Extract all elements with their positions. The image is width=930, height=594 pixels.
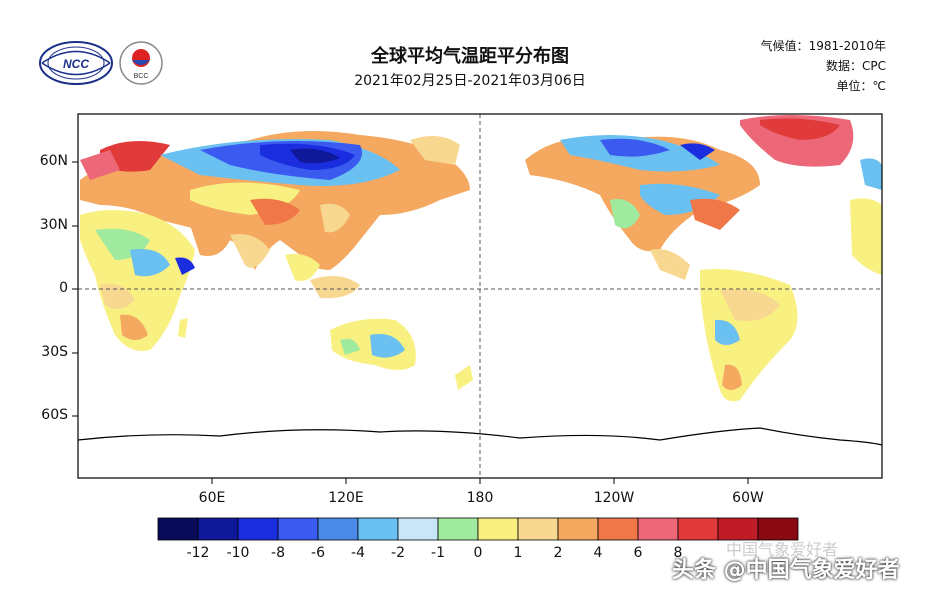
x-ticks xyxy=(211,478,749,484)
colorbar-label: 0 xyxy=(473,545,483,561)
map-meta: 气候值：1981-2010年 数据：CPC 单位：℃ xyxy=(761,36,886,96)
bcc-logo-text: BCC xyxy=(134,73,149,80)
y-tick-label: 60N xyxy=(39,153,68,169)
colorbar-swatch xyxy=(437,517,479,541)
colorbar-label: 8 xyxy=(673,545,683,561)
bcc-logo-icon: BCC xyxy=(119,41,163,85)
x-tick-label: 60W xyxy=(732,490,764,506)
colorbar-swatch xyxy=(357,517,399,541)
watermark: 头条 @中国气象爱好者 xyxy=(672,558,900,583)
x-tick-label: 180 xyxy=(466,490,494,506)
colorbar-swatch xyxy=(517,517,559,541)
y-tick-label: 0 xyxy=(59,280,68,296)
y-tick-label: 30S xyxy=(41,344,68,360)
x-tick-label: 120E xyxy=(328,490,364,506)
colorbar-swatch xyxy=(237,517,279,541)
colorbar-swatch xyxy=(197,517,239,541)
ncc-logo-text: NCC xyxy=(63,57,89,71)
colorbar-swatch xyxy=(317,517,359,541)
x-tick-label: 60E xyxy=(198,490,226,506)
map-subtitle: 2021年02月25日-2021年03月06日 xyxy=(354,73,586,89)
colorbar-label: 1 xyxy=(513,545,523,561)
colorbar-swatch xyxy=(757,517,799,541)
colorbar-label: -12 xyxy=(186,545,210,561)
colorbar-label: -6 xyxy=(311,545,325,561)
colorbar-label: -2 xyxy=(391,545,405,561)
y-tick-label: 60S xyxy=(41,407,68,423)
colorbar-label: 6 xyxy=(633,545,643,561)
y-ticks xyxy=(72,161,78,417)
colorbar-swatch xyxy=(677,517,719,541)
colorbar-label: -10 xyxy=(226,545,250,561)
colorbar-label: -4 xyxy=(351,545,365,561)
colorbar-label: -8 xyxy=(271,545,285,561)
colorbar xyxy=(157,517,799,541)
colorbar-label: 2 xyxy=(553,545,563,561)
coastline-antarctica xyxy=(77,427,883,446)
anomaly-fields xyxy=(80,115,882,402)
ncc-logo-icon: NCC xyxy=(39,41,113,85)
colorbar-swatch xyxy=(637,517,679,541)
colorbar-label: -1 xyxy=(431,545,445,561)
watermark-faded: 中国气象爱好者 xyxy=(726,540,839,559)
colorbar-label: 4 xyxy=(593,545,603,561)
meta-climate: 气候值：1981-2010年 xyxy=(760,39,886,53)
x-tick-label: 120W xyxy=(593,490,635,506)
colorbar-swatch xyxy=(397,517,439,541)
meta-unit: 单位：℃ xyxy=(836,79,886,93)
map-title: 全球平均气温距平分布图 xyxy=(371,46,569,67)
meta-data: 数据：CPC xyxy=(826,59,886,73)
colorbar-swatch xyxy=(157,517,199,541)
colorbar-swatch xyxy=(557,517,599,541)
colorbar-swatch xyxy=(277,517,319,541)
colorbar-swatch xyxy=(477,517,519,541)
colorbar-swatch xyxy=(597,517,639,541)
y-tick-label: 30N xyxy=(39,217,68,233)
